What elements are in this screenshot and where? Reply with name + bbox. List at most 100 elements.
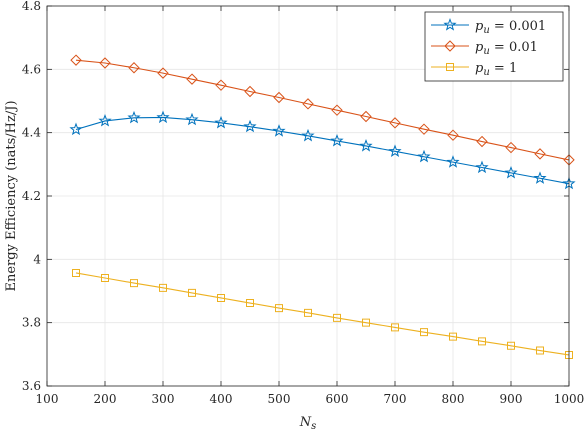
data-point-star [475,160,489,174]
y-tick-label: 4 [33,252,41,266]
data-point-star [504,165,518,179]
data-point-square [304,308,312,317]
legend-marker-square [446,63,454,71]
data-point-star [388,144,402,157]
series-1 [69,110,576,190]
x-tick-label: 900 [500,392,523,406]
data-point-square [565,350,573,359]
data-point-square [101,274,109,283]
data-point-square [130,279,138,288]
series-line [75,59,570,161]
legend-label-main: p [475,61,484,76]
y-tick-label: 3.8 [22,316,41,330]
legend-entry: pu = 1 [431,61,517,78]
x-tick-label: 600 [326,392,349,406]
data-point-diamond [302,98,314,110]
x-tick-label: 800 [442,392,465,406]
x-tick-label: 500 [268,392,291,406]
axis-ticks [46,5,570,387]
x-axis-label-main: N [299,415,312,430]
data-point-star [127,110,141,124]
data-point-star [272,124,286,137]
data-point-diamond [505,141,517,154]
x-axis-label: Ns [299,415,317,432]
data-point-square [362,318,370,327]
data-point-star [533,171,547,184]
legend-label: pu = 0.01 [475,40,538,57]
data-point-square [536,346,544,355]
data-point-diamond [360,110,372,123]
series-layer [69,54,576,359]
legend-marker-star [443,18,457,31]
y-tick-label: 4.6 [22,62,41,76]
data-point-diamond [476,135,488,148]
data-point-star [330,133,344,147]
series-line [75,116,570,185]
data-point-square [420,328,428,337]
legend-entry: pu = 0.001 [431,18,546,36]
data-point-star [214,115,228,129]
data-point-star [156,110,170,124]
data-point-star [69,122,83,136]
x-tick-label: 400 [210,392,233,406]
data-point-diamond [128,62,140,74]
data-point-diamond [244,85,256,98]
y-tick-label: 3.6 [22,379,41,393]
legend-label-sub: u [483,25,489,36]
series-2 [70,54,575,166]
data-point-diamond [389,117,401,129]
data-point-square [159,283,167,292]
legend-label: pu = 1 [475,61,517,78]
data-point-diamond [534,148,546,160]
legend-label-main: p [475,19,484,34]
data-point-square [449,332,457,341]
data-point-square [275,304,283,313]
x-tick-label: 300 [152,392,175,406]
data-point-diamond [331,104,343,116]
data-point-square [188,288,196,297]
data-point-diamond [215,79,227,91]
y-axis-label: Energy Efficiency (nats/Hz/J) [4,100,19,291]
data-point-diamond [418,123,430,135]
data-point-star [446,155,460,168]
data-point-star [301,128,315,142]
data-point-star [417,149,431,163]
data-point-square [333,313,341,322]
data-point-diamond [273,91,285,104]
data-point-star [359,139,373,152]
legend-label: pu = 0.001 [475,19,546,36]
legend-entry: pu = 0.01 [431,40,538,57]
data-point-star [98,114,112,127]
legend-label-value: = 1 [490,61,517,76]
data-point-diamond [447,129,459,141]
x-axis-label-sub: s [311,421,316,432]
data-point-star [243,119,257,133]
legend-label-value: = 0.01 [490,40,538,55]
data-point-diamond [70,54,82,66]
legend-marker-diamond [444,40,456,52]
legend-label-main: p [475,40,484,55]
x-tick-label: 1000 [554,392,584,406]
data-point-square [478,337,486,346]
x-tick-label: 700 [384,392,407,406]
data-point-square [72,268,80,277]
series-line [75,272,570,356]
legend-label-sub: u [483,67,489,78]
y-tick-label: 4.4 [22,126,41,140]
y-tick-label: 4.8 [22,0,41,13]
data-point-square [391,323,399,332]
data-point-square [507,341,515,350]
y-tick-label: 4.2 [22,189,41,203]
data-point-star [185,112,199,126]
legend-label-sub: u [483,46,489,57]
y-tick-labels: 3.6 3.8 4 4.2 4.4 4.6 4.8 [22,0,41,393]
x-tick-labels: 100 200 300 400 500 600 700 800 900 1000 [36,392,584,406]
series-3 [72,268,573,359]
x-tick-label: 200 [94,392,117,406]
legend-label-value: = 0.001 [490,19,546,34]
data-point-square [217,293,225,302]
data-point-diamond [157,67,169,79]
